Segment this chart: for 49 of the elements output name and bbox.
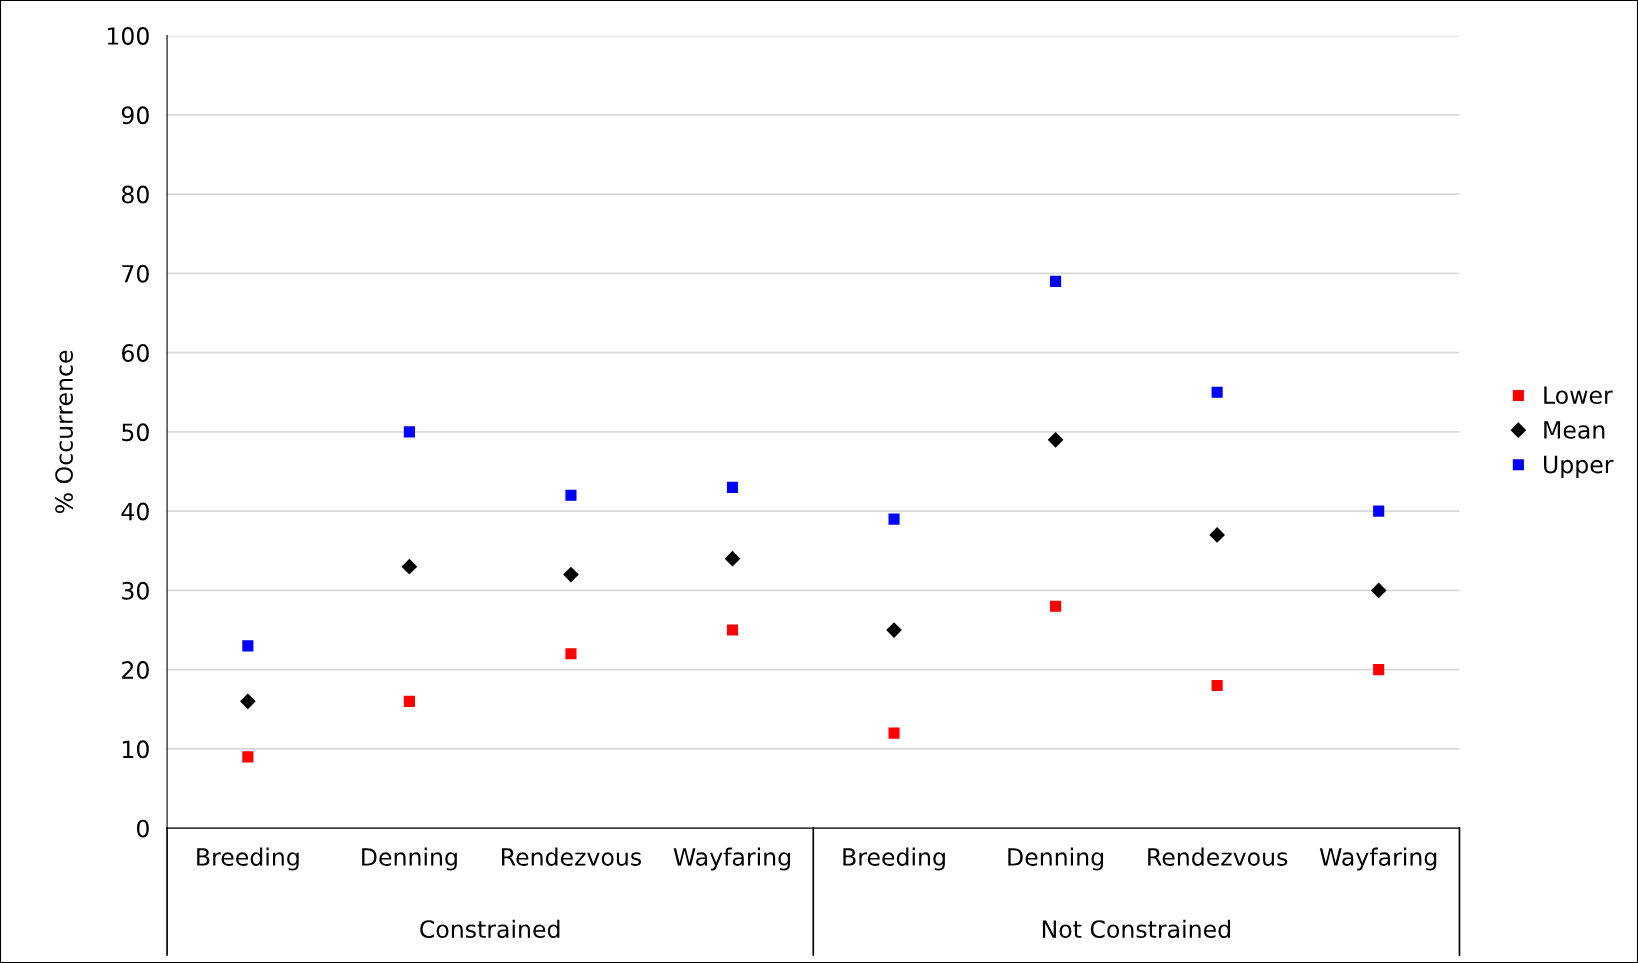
x-tick-label: Rendezvous <box>1148 847 1288 866</box>
point <box>1209 527 1225 543</box>
point <box>242 640 254 652</box>
point <box>1048 432 1064 448</box>
y-tick-label: 80 <box>121 185 149 204</box>
y-tick-label: 10 <box>122 740 149 759</box>
point <box>401 559 417 575</box>
x-tick-label: Denning <box>1008 847 1104 871</box>
point <box>724 551 741 567</box>
point <box>726 624 739 636</box>
y-tick-label: 30 <box>122 581 149 600</box>
legend-label: Lower <box>1544 386 1613 405</box>
y-tick-label: 0 <box>136 819 149 838</box>
point <box>565 489 577 501</box>
point <box>888 513 900 525</box>
x-tick-label: Breeding <box>843 847 945 871</box>
y-tick-label: 40 <box>121 502 149 521</box>
point <box>1373 505 1385 517</box>
point <box>403 695 415 707</box>
y-axis-title: % Occurrence <box>55 350 73 514</box>
x-tick-label: Denning <box>362 847 457 871</box>
text: Not Constrained <box>1042 919 1230 939</box>
x-tick-label: Rendezvous <box>502 847 641 866</box>
point <box>1211 679 1223 692</box>
y-tick-label: 20 <box>122 661 149 679</box>
y-tick-label: 60 <box>122 344 149 362</box>
point <box>565 648 577 660</box>
point <box>240 693 256 709</box>
point <box>242 751 254 763</box>
point <box>403 426 415 438</box>
point <box>1371 582 1387 598</box>
point <box>888 727 900 739</box>
y-tick-label: 70 <box>122 264 149 283</box>
point <box>1373 664 1385 676</box>
x-tick-label: Wayfaring <box>673 847 790 871</box>
x-tick-label: Breeding <box>197 847 299 871</box>
point <box>563 566 579 583</box>
legend-label: Upper <box>1544 455 1614 478</box>
legend-label: Mean <box>1544 421 1605 439</box>
point <box>886 622 902 638</box>
point <box>1050 600 1062 612</box>
y-tick-label: 50 <box>122 423 149 442</box>
point <box>1050 275 1062 287</box>
y-tick-label: 100 <box>107 27 149 45</box>
x-tick-label: Wayfaring <box>1319 847 1437 871</box>
text: Constrained <box>420 919 560 939</box>
point <box>1211 386 1223 398</box>
point <box>726 481 739 493</box>
y-tick-label: 90 <box>121 106 149 125</box>
